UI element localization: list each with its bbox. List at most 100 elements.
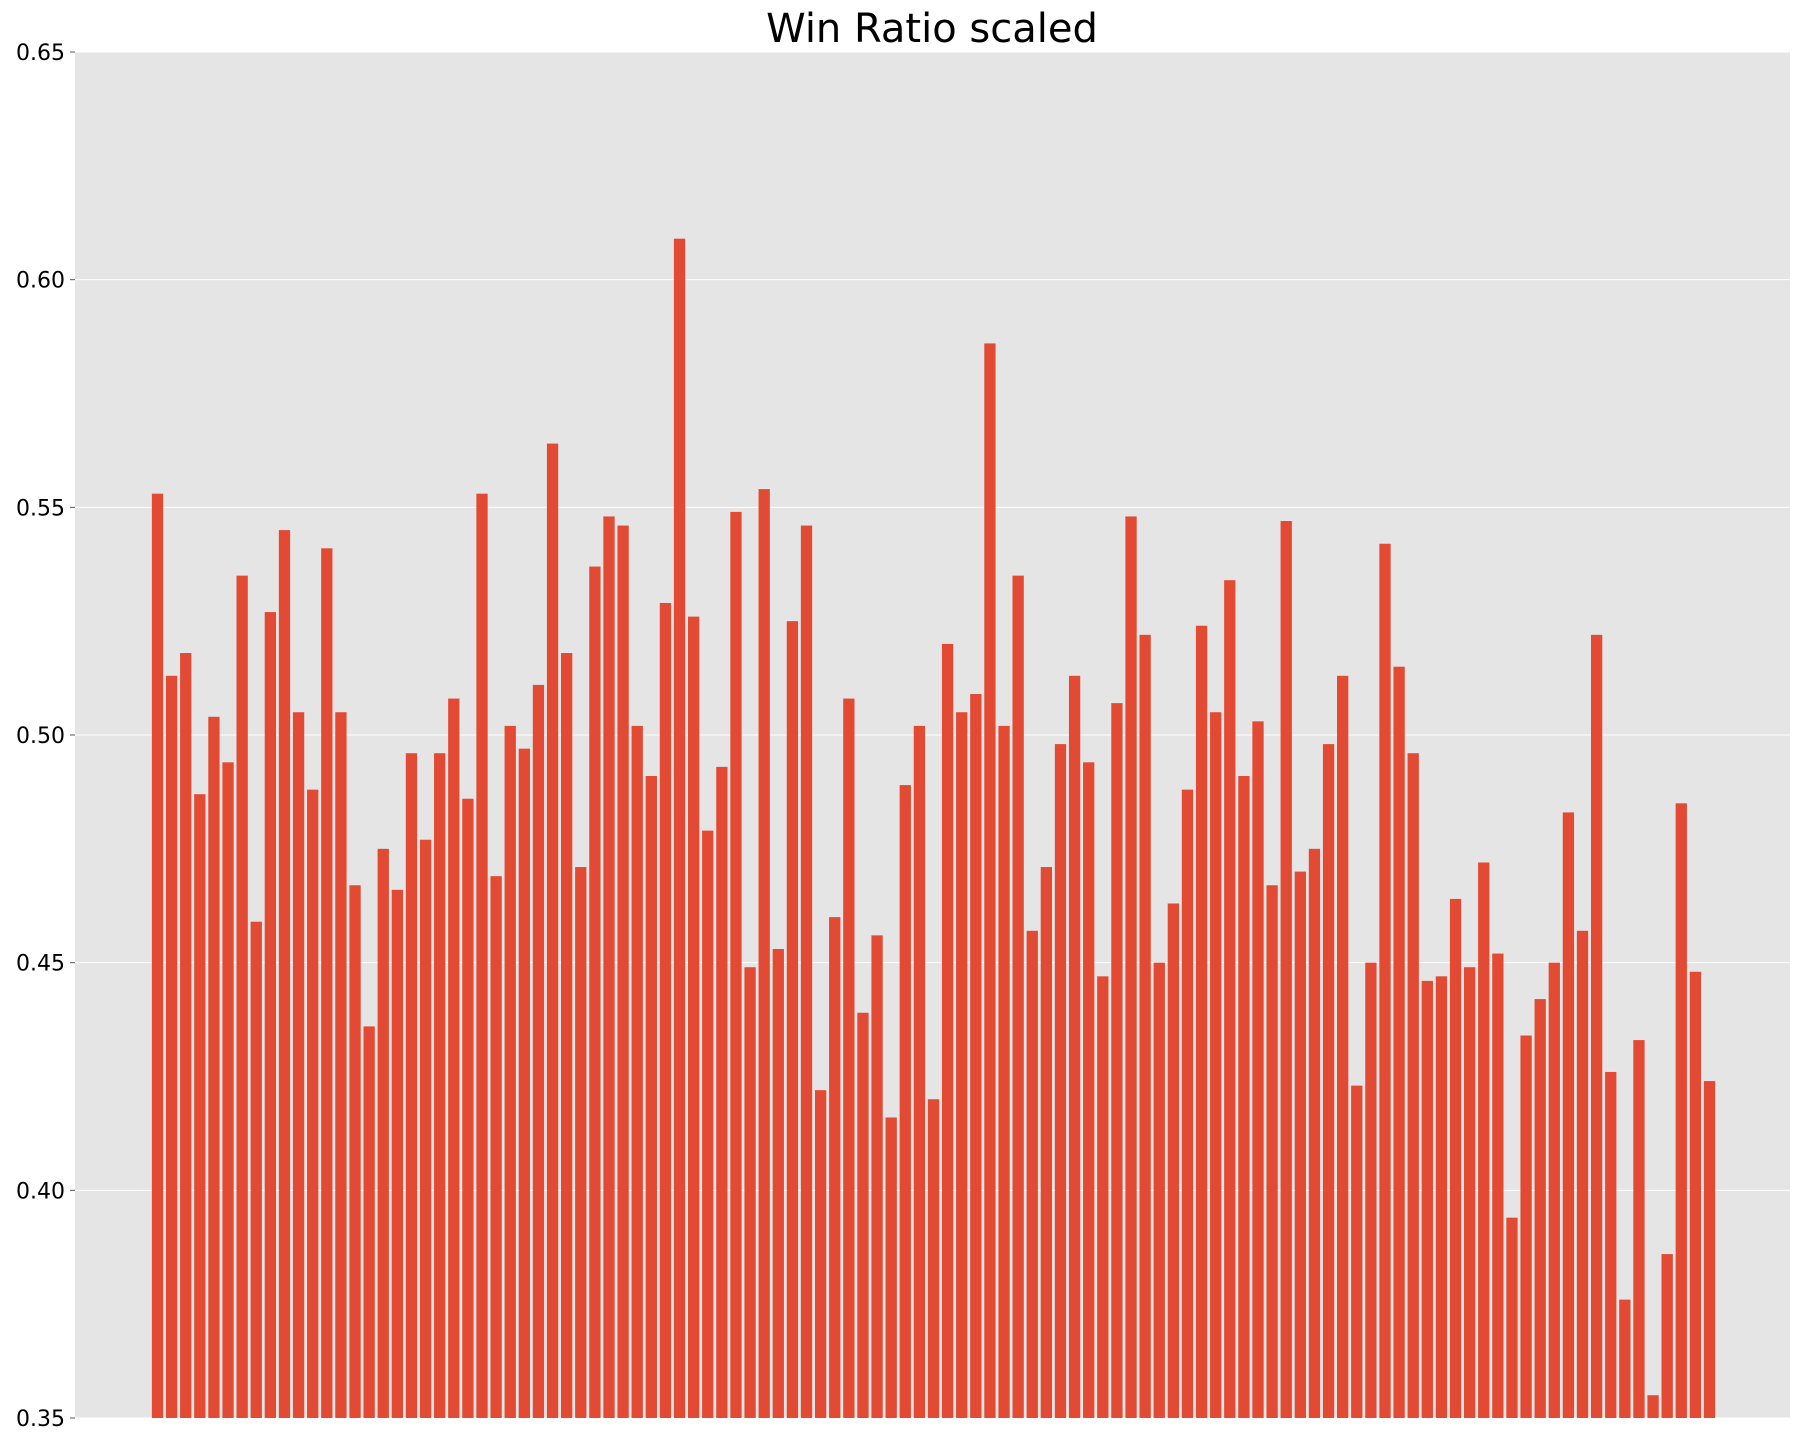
- bar: [1195, 625, 1208, 1418]
- bar: [377, 848, 389, 1418]
- bar: [1266, 885, 1278, 1418]
- bar: [730, 511, 742, 1418]
- bar: [702, 830, 714, 1418]
- bar: [589, 566, 601, 1418]
- bar: [1393, 666, 1405, 1418]
- bar: [476, 493, 488, 1418]
- bar: [1351, 1085, 1363, 1418]
- bar: [462, 798, 474, 1418]
- bar: [603, 516, 615, 1418]
- bar: [631, 725, 643, 1418]
- bar: [645, 775, 657, 1418]
- bar: [165, 675, 178, 1418]
- bar: [814, 1090, 827, 1418]
- bar: [490, 876, 502, 1418]
- bar: [349, 885, 361, 1418]
- bar: [151, 493, 164, 1418]
- bar: [236, 575, 248, 1418]
- bar: [1675, 803, 1687, 1418]
- bar: [998, 725, 1010, 1418]
- bar: [899, 785, 911, 1418]
- bar: [307, 789, 319, 1418]
- bar: [180, 653, 192, 1418]
- bar: [448, 698, 460, 1418]
- y-tick-label: 0.35: [16, 1407, 65, 1432]
- bar: [1548, 962, 1560, 1418]
- bar: [1125, 516, 1137, 1418]
- bar: [1689, 971, 1702, 1418]
- bar: [1449, 898, 1462, 1418]
- bar: [1492, 953, 1504, 1418]
- bar: [1210, 712, 1222, 1418]
- bar: [264, 612, 277, 1418]
- bar: [1083, 762, 1095, 1418]
- bar: [1097, 976, 1109, 1418]
- bar: [278, 530, 291, 1418]
- bar: [688, 616, 700, 1418]
- y-tick-label: 0.65: [16, 41, 65, 66]
- y-tick-label: 0.45: [16, 952, 65, 977]
- bar: [913, 725, 926, 1418]
- bar: [1322, 744, 1335, 1418]
- bar: [984, 343, 996, 1418]
- bar: [518, 748, 530, 1418]
- bar: [659, 602, 672, 1418]
- bars: [151, 238, 1716, 1419]
- bar: [194, 794, 206, 1418]
- bar: [504, 725, 516, 1418]
- bar: [1252, 721, 1264, 1418]
- bar: [1294, 871, 1306, 1418]
- bar: [419, 839, 432, 1418]
- bar: [222, 762, 234, 1418]
- bar: [1238, 775, 1250, 1418]
- bar: [561, 653, 573, 1418]
- chart-title: Win Ratio scaled: [766, 6, 1098, 52]
- bar: [208, 716, 220, 1418]
- bar: [843, 698, 855, 1418]
- bar: [363, 1026, 375, 1418]
- bar: [434, 753, 446, 1418]
- y-tick-label: 0.40: [16, 1179, 65, 1204]
- bar: [321, 548, 333, 1418]
- y-tick-label: 0.50: [16, 724, 65, 749]
- bar: [871, 935, 883, 1418]
- bar: [1562, 812, 1575, 1418]
- bar: [1167, 903, 1179, 1418]
- bar: [391, 889, 403, 1418]
- bar: [1111, 703, 1123, 1418]
- y-axis-ticks: 0.35 0.40 0.45 0.50 0.55 0.60 0.65: [16, 41, 75, 1432]
- bar: [941, 643, 954, 1418]
- bar: [956, 712, 968, 1418]
- bar: [673, 238, 686, 1419]
- bar: [1365, 962, 1377, 1418]
- bar: [292, 712, 305, 1418]
- bar: [1619, 1299, 1631, 1418]
- bar: [1590, 634, 1603, 1418]
- bar: [250, 921, 262, 1418]
- bar: [744, 967, 756, 1418]
- bar: [885, 1117, 897, 1418]
- bar: [1308, 848, 1321, 1418]
- bar: [857, 1012, 869, 1418]
- bar: [772, 949, 784, 1418]
- bar: [970, 694, 982, 1418]
- bar: [1605, 1071, 1617, 1418]
- y-tick-label: 0.55: [16, 496, 65, 521]
- bar: [1054, 744, 1067, 1418]
- bar: [1153, 962, 1165, 1418]
- bar: [716, 766, 728, 1418]
- bar: [829, 917, 841, 1418]
- bar: [786, 621, 799, 1418]
- bar: [1703, 1081, 1716, 1418]
- bar: [1421, 980, 1433, 1418]
- bar: [1647, 1395, 1659, 1418]
- bar: [617, 525, 629, 1418]
- bar: [1379, 543, 1391, 1418]
- bar: [1337, 675, 1349, 1418]
- bar: [1478, 862, 1490, 1418]
- bar: [1520, 1035, 1532, 1418]
- bar: [1040, 867, 1053, 1418]
- bar: [1407, 753, 1419, 1418]
